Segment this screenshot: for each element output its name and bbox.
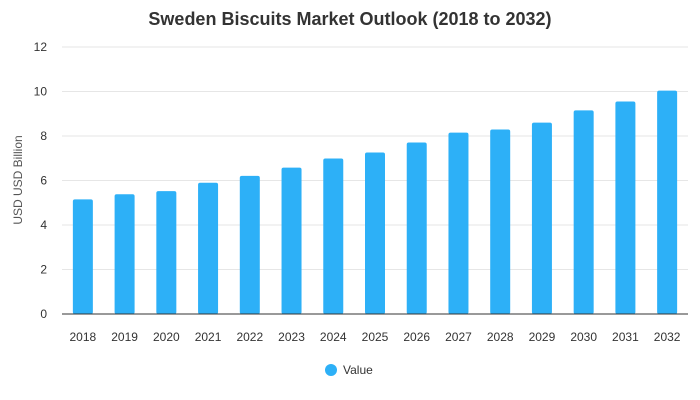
y-tick-label: 2 — [40, 263, 47, 277]
x-tick-label: 2029 — [529, 330, 556, 344]
y-tick-label: 0 — [40, 307, 47, 321]
bar-2027[interactable] — [448, 132, 469, 314]
legend[interactable]: Value — [325, 363, 373, 377]
chart-title: Sweden Biscuits Market Outlook (2018 to … — [148, 9, 551, 29]
bar-2023[interactable] — [281, 167, 302, 314]
bar-2024[interactable] — [323, 158, 344, 314]
y-tick-label: 4 — [40, 218, 47, 232]
legend-swatch — [325, 364, 337, 376]
legend-label: Value — [343, 363, 373, 377]
y-axis-ticks: 0 2 4 6 8 10 12 — [34, 40, 48, 321]
x-tick-label: 2022 — [236, 330, 263, 344]
x-tick-label: 2027 — [445, 330, 472, 344]
bar-2032[interactable] — [657, 90, 678, 314]
x-tick-label: 2032 — [654, 330, 681, 344]
bar-2021[interactable] — [198, 182, 219, 314]
x-tick-label: 2025 — [362, 330, 389, 344]
x-tick-label: 2030 — [570, 330, 597, 344]
bar-2030[interactable] — [573, 110, 594, 314]
bar-2018[interactable] — [72, 199, 93, 314]
y-tick-label: 8 — [40, 129, 47, 143]
bar-2029[interactable] — [531, 122, 552, 315]
x-tick-label: 2018 — [70, 330, 97, 344]
x-tick-label: 2019 — [111, 330, 138, 344]
bar-2019[interactable] — [114, 194, 135, 314]
bar-2026[interactable] — [406, 142, 427, 314]
x-tick-label: 2028 — [487, 330, 514, 344]
x-tick-label: 2023 — [278, 330, 305, 344]
x-tick-label: 2020 — [153, 330, 180, 344]
y-tick-label: 6 — [40, 174, 47, 188]
bar-2028[interactable] — [490, 129, 511, 314]
x-axis-ticks: 2018 2019 2020 2021 2022 2023 2024 2025 2026 2027… — [70, 330, 681, 344]
bar-2031[interactable] — [615, 101, 636, 314]
x-tick-label: 2024 — [320, 330, 347, 344]
bar-2025[interactable] — [365, 152, 385, 314]
bar-2020[interactable] — [156, 191, 177, 314]
y-tick-label: 12 — [34, 40, 48, 54]
x-tick-label: 2031 — [612, 330, 639, 344]
bars — [72, 90, 678, 315]
y-axis-title: USD USD Billion — [11, 135, 25, 224]
x-tick-label: 2021 — [195, 330, 222, 344]
x-tick-label: 2026 — [403, 330, 430, 344]
bar-2022[interactable] — [239, 175, 260, 314]
y-tick-label: 10 — [34, 85, 48, 99]
